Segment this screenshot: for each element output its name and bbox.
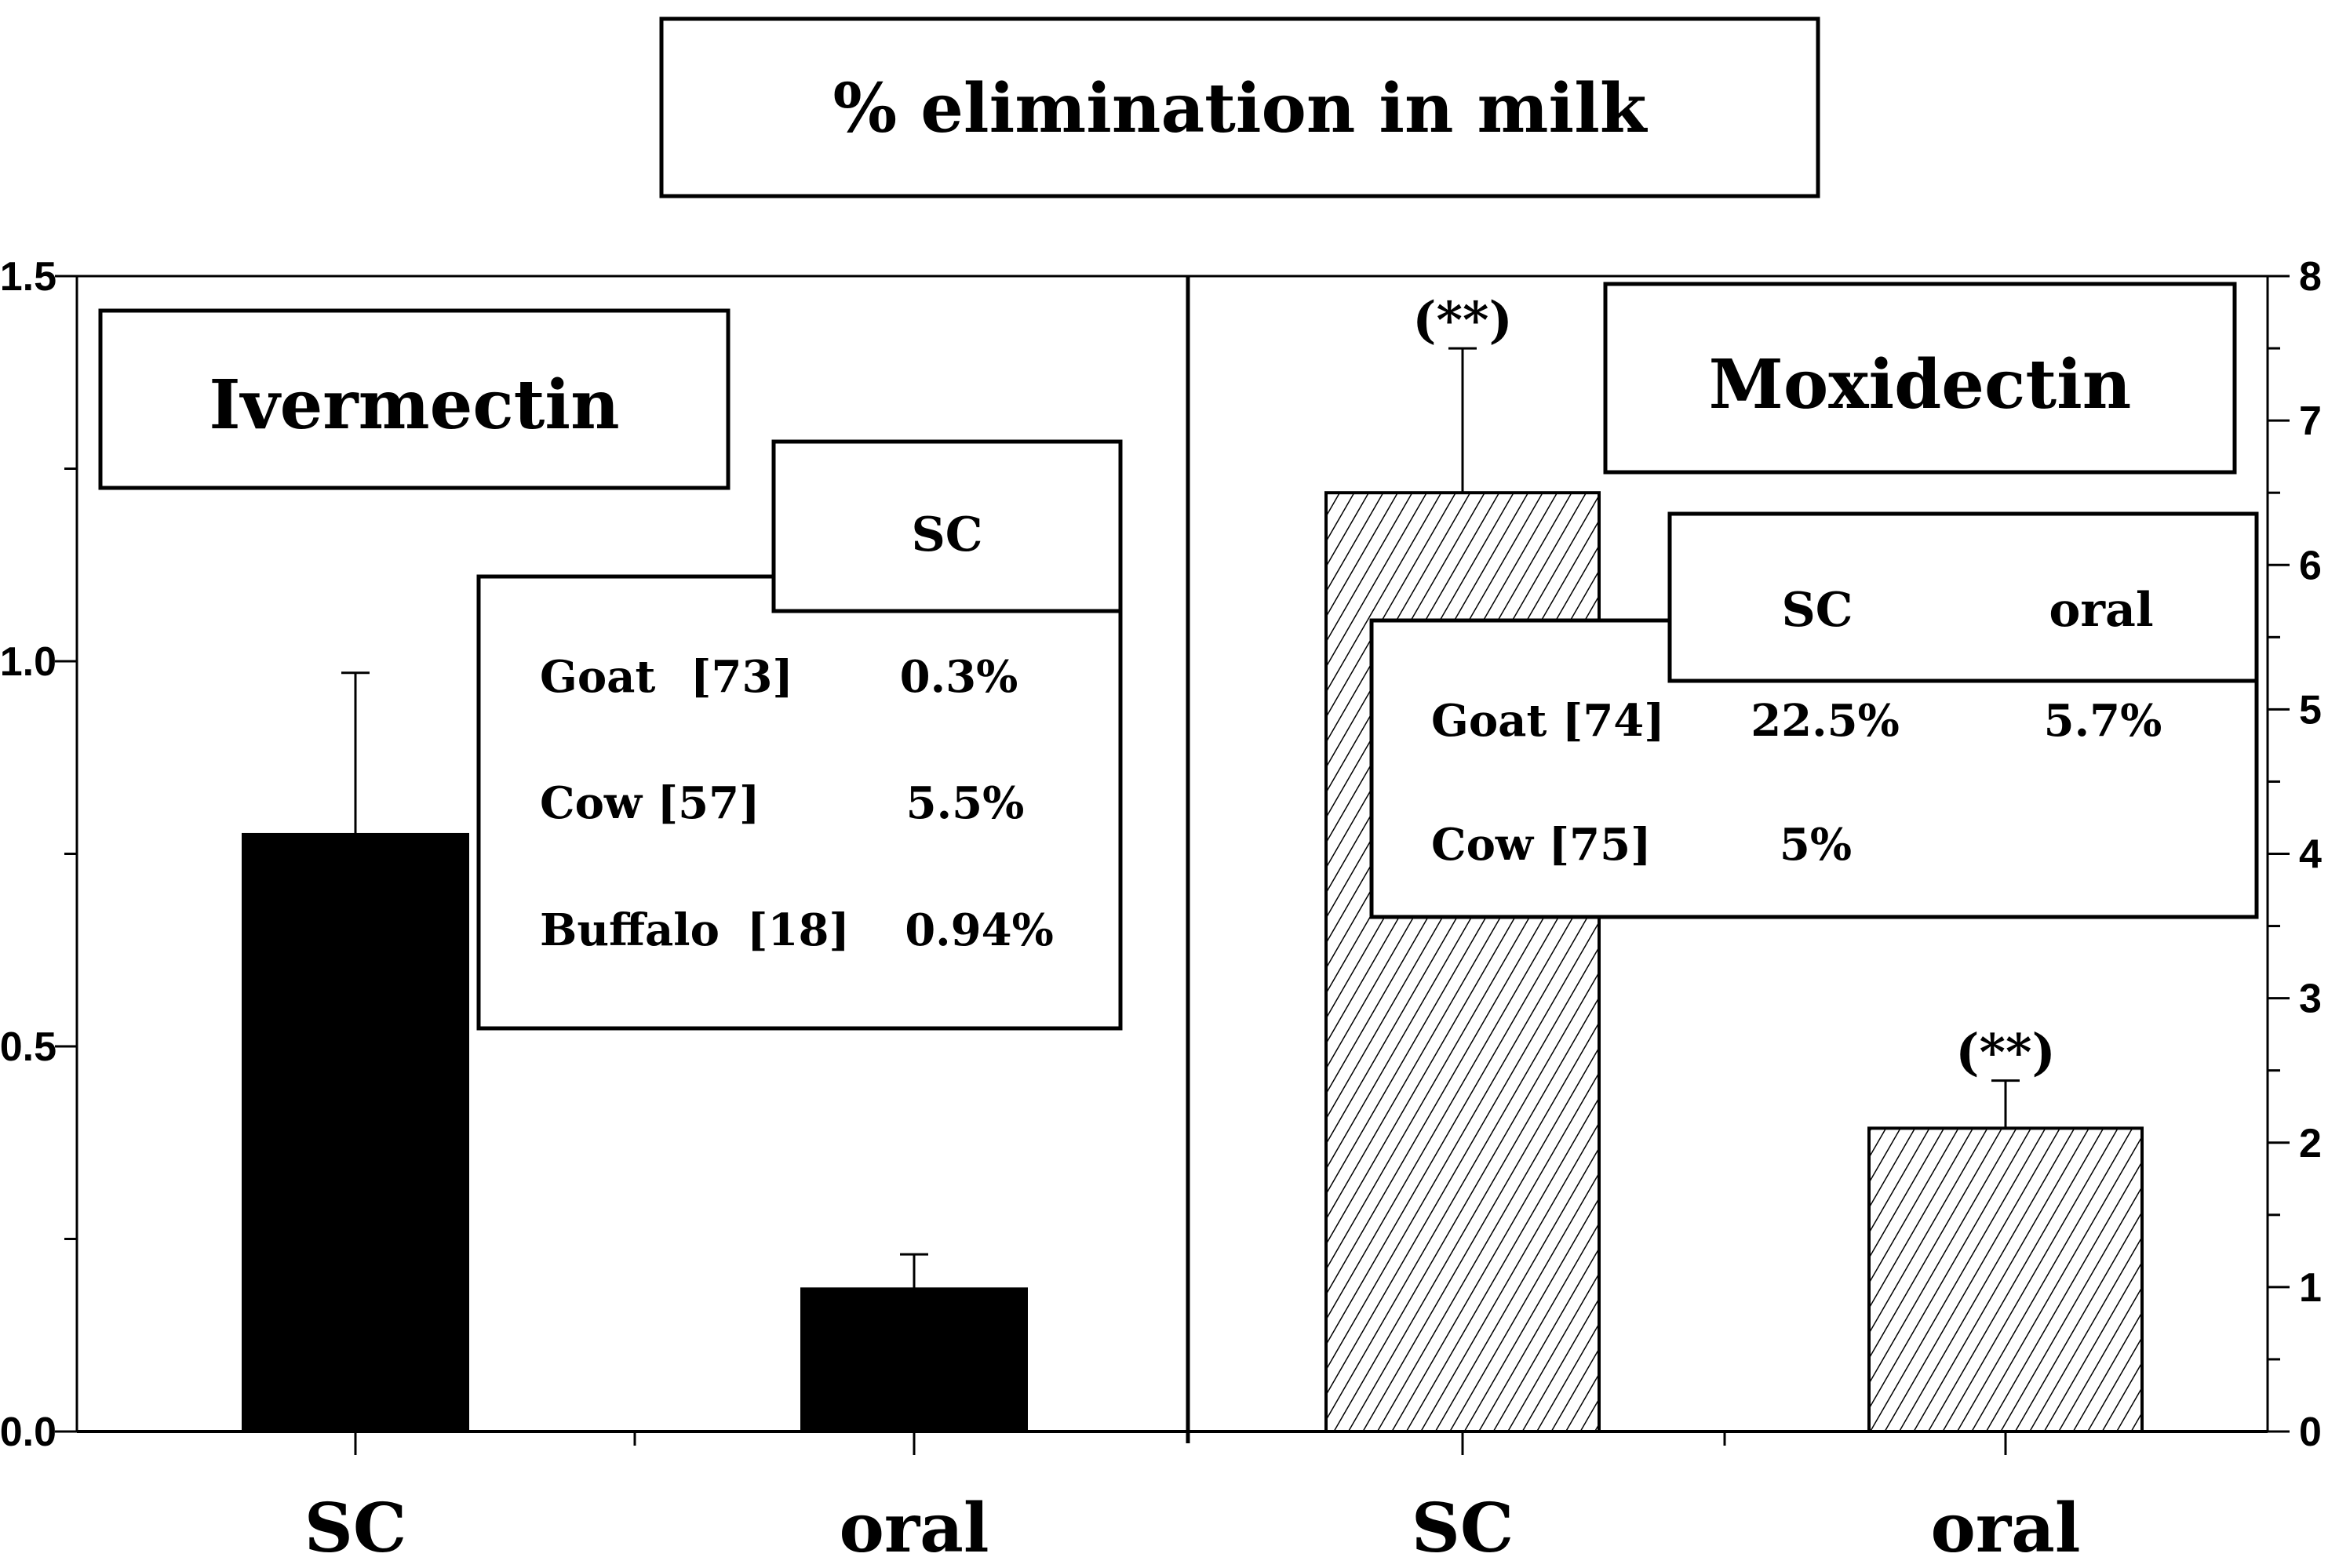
ivermectin-label-box: Ivermectin: [98, 308, 730, 490]
left-ytick-label: 0.0: [0, 1410, 56, 1455]
moxidectin-panel-name: Moxidectin: [1709, 345, 2132, 424]
left-ytick-label: 0.5: [0, 1024, 56, 1070]
moxidectin-table-header-sc: SC: [1781, 583, 1853, 638]
ivermectin-row-goat-label: Goat: [540, 651, 655, 703]
moxidectin-significance-sc: (**): [1412, 291, 1513, 350]
chart-title: % elimination in milk: [833, 69, 1649, 148]
moxidectin-xlabel-sc: SC: [1412, 1489, 1514, 1568]
ivermectin-row-buffalo-label: Buffalo: [540, 904, 720, 956]
ivermectin-row-goat-ref: [73]: [690, 651, 793, 703]
right-ytick-label: 7: [2299, 398, 2322, 444]
axes: SC oral 0.0 0.5 1.0 1.5 SC oral 0 1 2 3 4 5 6 7 8: [0, 254, 2322, 1568]
right-ytick-label: 1: [2299, 1265, 2322, 1311]
title-box: % elimination in milk: [659, 16, 1820, 198]
moxidectin-row-goat-label: Goat [74]: [1431, 695, 1665, 747]
ivermectin-xlabel-sc: SC: [304, 1489, 407, 1568]
ivermectin-panel-name: Ivermectin: [209, 366, 619, 445]
ivermectin-row-goat-value: 0.3%: [900, 651, 1018, 703]
right-ytick-label: 0: [2299, 1410, 2322, 1455]
moxidectin-row-goat-sc: 22.5%: [1751, 695, 1900, 747]
ivermectin-row-cow-value: 5.5%: [906, 777, 1025, 829]
ivermectin-row-buffalo-ref: [18]: [747, 904, 850, 956]
right-ytick-label: 5: [2299, 687, 2322, 733]
ivermectin-bar-sc: [242, 832, 469, 1433]
moxidectin-table-header-oral: oral: [2049, 583, 2153, 638]
right-ytick-label: 4: [2299, 832, 2322, 878]
moxidectin-significance-oral: (**): [1955, 1024, 2056, 1082]
ivermectin-row-cow-label: Cow [57]: [540, 777, 760, 829]
left-ytick-label: 1.0: [0, 639, 56, 685]
ivermectin-table: SC Goat [73] 0.3% Cow [57] 5.5% Buffalo …: [476, 439, 1123, 1031]
right-ytick-label: 3: [2299, 977, 2322, 1022]
moxidectin-table: SC oral Goat [74] 22.5% 5.7% Cow [75] 5%: [1369, 511, 2259, 919]
left-ytick-label: 1.5: [0, 254, 56, 300]
right-ytick-label: 6: [2299, 543, 2322, 588]
right-ytick-label: 2: [2299, 1121, 2322, 1166]
ivermectin-row-buffalo-value: 0.94%: [905, 904, 1054, 956]
ivermectin-bar-oral: [800, 1287, 1028, 1433]
moxidectin-row-cow-label: Cow [75]: [1431, 819, 1652, 871]
moxidectin-label-box: Moxidectin: [1603, 282, 2237, 475]
moxidectin-row-cow-sc: 5%: [1780, 819, 1852, 871]
moxidectin-row-goat-oral: 5.7%: [2044, 695, 2162, 747]
ivermectin-table-header-sc: SC: [911, 508, 982, 562]
moxidectin-bar-oral: [1867, 1126, 2144, 1434]
ivermectin-xlabel-oral: oral: [839, 1489, 989, 1568]
moxidectin-xlabel-oral: oral: [1930, 1489, 2080, 1568]
right-ytick-label: 8: [2299, 254, 2322, 300]
